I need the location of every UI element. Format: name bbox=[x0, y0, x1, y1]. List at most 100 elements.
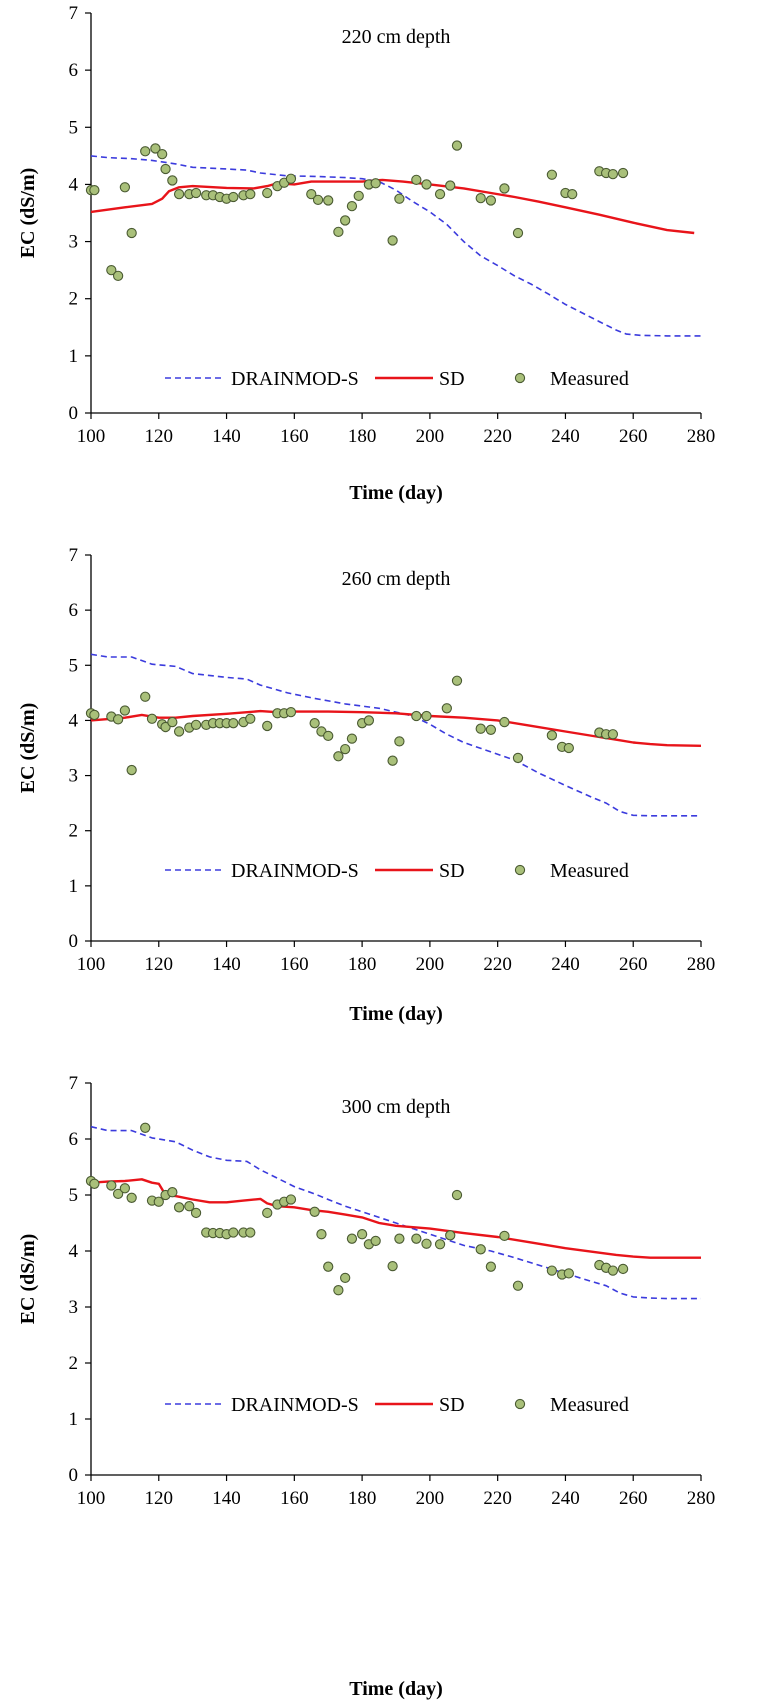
legend-drainmod-s-label: DRAINMOD-S bbox=[231, 1394, 359, 1416]
chart-title: 260 cm depth bbox=[342, 568, 451, 590]
measured-point bbox=[160, 163, 171, 175]
measured-point bbox=[445, 1230, 456, 1241]
measured-point bbox=[323, 730, 334, 742]
measured-point bbox=[323, 195, 334, 206]
measured-point bbox=[309, 1206, 320, 1217]
measured-point bbox=[312, 194, 324, 206]
measured-point bbox=[485, 195, 497, 206]
measured-point bbox=[394, 1233, 405, 1244]
measured-point bbox=[173, 188, 185, 200]
x-tick-label: 260 bbox=[619, 1488, 648, 1509]
measured-point bbox=[89, 1178, 100, 1189]
measured-point bbox=[112, 714, 124, 725]
measured-point bbox=[356, 1229, 368, 1240]
y-tick-label: 0 bbox=[69, 931, 79, 952]
series-sd-line bbox=[90, 1178, 701, 1259]
legend: DRAINMOD-S SD Measured bbox=[165, 368, 629, 390]
measured-point bbox=[421, 1238, 432, 1249]
measured-point bbox=[245, 188, 256, 200]
measured-point bbox=[411, 174, 422, 186]
y-tick-label: 3 bbox=[69, 1297, 79, 1318]
y-tick-label: 3 bbox=[69, 232, 79, 253]
x-tick-label: 180 bbox=[348, 1488, 377, 1509]
x-tick-label: 120 bbox=[145, 1488, 174, 1509]
measured-point bbox=[546, 169, 558, 180]
x-tick-label: 260 bbox=[619, 954, 648, 975]
series-sd-line bbox=[90, 178, 695, 235]
chart-panel-3: 0 1 2 3 4 5 6 7 100 120 140 160 180 200 220 240 260 280 30… bbox=[17, 1073, 715, 1700]
y-tick-label: 4 bbox=[69, 710, 79, 731]
measured-point bbox=[184, 1201, 195, 1212]
measured-point bbox=[106, 264, 117, 276]
x-tick-label: 200 bbox=[416, 426, 445, 447]
measured-point bbox=[340, 1272, 351, 1284]
measured-point bbox=[451, 1189, 463, 1201]
measured-point bbox=[346, 200, 358, 212]
measured-point bbox=[434, 188, 446, 200]
measured-point bbox=[190, 187, 202, 199]
measured-point bbox=[434, 1239, 446, 1250]
y-tick-label: 2 bbox=[69, 1353, 79, 1374]
measured-point bbox=[363, 715, 375, 726]
y-tick-label: 5 bbox=[69, 655, 79, 676]
measured-point bbox=[346, 1233, 358, 1244]
measured-point bbox=[306, 188, 317, 200]
y-tick-label: 1 bbox=[69, 346, 79, 367]
measured-point bbox=[140, 691, 151, 702]
measured-point bbox=[485, 1261, 497, 1272]
y-axis-label: EC (dS/m) bbox=[17, 703, 39, 794]
x-tick-label: 280 bbox=[687, 426, 716, 447]
measured-point bbox=[245, 713, 256, 724]
y-tick-label: 3 bbox=[69, 766, 79, 787]
measured-point bbox=[153, 1196, 164, 1207]
x-tick-label: 240 bbox=[551, 954, 580, 975]
chart-title: 220 cm depth bbox=[342, 26, 451, 48]
measured-point bbox=[563, 1268, 574, 1279]
measured-point bbox=[475, 192, 486, 204]
measured-point bbox=[370, 1235, 381, 1247]
x-tick-label: 200 bbox=[416, 954, 445, 975]
measured-point bbox=[112, 1188, 124, 1200]
measured-point bbox=[126, 227, 137, 239]
x-tick-label: 240 bbox=[551, 426, 580, 447]
measured-point bbox=[228, 1227, 239, 1238]
measured-point bbox=[445, 180, 456, 191]
measured-point bbox=[157, 148, 168, 160]
series-drainmod-s-line bbox=[90, 1125, 701, 1300]
measured-point bbox=[119, 1183, 131, 1194]
measured-point bbox=[512, 1280, 524, 1291]
measured-point bbox=[333, 1285, 344, 1296]
measured-point bbox=[421, 710, 432, 722]
measured-point bbox=[340, 743, 351, 755]
measured-point bbox=[607, 1265, 619, 1276]
measured-point bbox=[316, 1229, 327, 1240]
measured-point bbox=[353, 190, 364, 202]
measured-point bbox=[167, 175, 178, 186]
x-tick-label: 140 bbox=[212, 426, 241, 447]
measured-point bbox=[150, 143, 161, 154]
legend: DRAINMOD-S SD Measured bbox=[165, 860, 629, 882]
measured-point bbox=[126, 764, 137, 776]
measured-point bbox=[370, 178, 381, 189]
measured-point bbox=[106, 1180, 117, 1191]
measured-point bbox=[140, 1122, 151, 1133]
x-axis-label: Time (day) bbox=[349, 1678, 443, 1700]
measured-point bbox=[333, 751, 344, 762]
legend: DRAINMOD-S SD Measured bbox=[165, 1394, 629, 1416]
measured-point bbox=[346, 733, 358, 744]
x-tick-label: 220 bbox=[483, 954, 512, 975]
measured-point bbox=[285, 707, 297, 718]
series-drainmod-s-line bbox=[90, 653, 701, 817]
measured-point bbox=[485, 724, 497, 735]
measured-point bbox=[89, 709, 100, 721]
legend-measured-swatch bbox=[514, 372, 526, 384]
measured-point bbox=[567, 188, 578, 200]
measured-point bbox=[126, 1192, 137, 1203]
y-tick-label: 4 bbox=[69, 174, 79, 195]
measured-point bbox=[421, 179, 432, 190]
x-tick-label: 200 bbox=[416, 1488, 445, 1509]
measured-point bbox=[563, 742, 574, 754]
measured-point bbox=[228, 191, 239, 203]
x-axis-label: Time (day) bbox=[349, 482, 443, 504]
measured-point bbox=[411, 710, 422, 722]
